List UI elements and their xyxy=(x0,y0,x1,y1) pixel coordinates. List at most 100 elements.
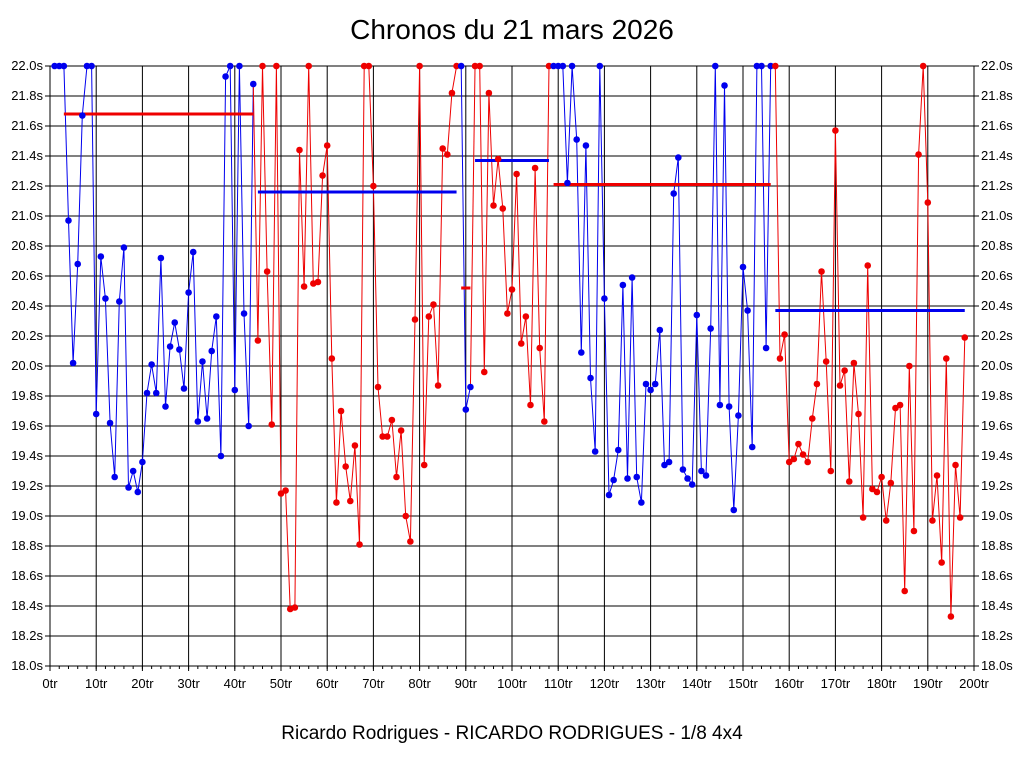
data-point xyxy=(462,406,470,413)
data-point xyxy=(822,358,830,365)
data-point xyxy=(402,512,410,520)
y-tick-label-right: 20.2s xyxy=(981,328,1013,343)
data-point xyxy=(213,313,220,320)
y-tick-label-left: 19.6s xyxy=(11,418,43,433)
data-point xyxy=(707,325,714,332)
data-point xyxy=(679,466,687,473)
data-point xyxy=(323,142,331,149)
data-point xyxy=(314,278,322,286)
data-point xyxy=(901,587,908,595)
chart-title: Chronos du 21 mars 2026 xyxy=(350,14,674,45)
x-tick-label: 160tr xyxy=(774,676,804,691)
data-point xyxy=(434,382,442,389)
data-point xyxy=(596,62,604,70)
data-point xyxy=(92,410,100,418)
data-point xyxy=(781,331,788,338)
data-point xyxy=(268,421,276,428)
data-point xyxy=(430,301,437,308)
data-point xyxy=(739,263,747,271)
data-point xyxy=(83,62,91,70)
data-point xyxy=(374,383,382,391)
data-point xyxy=(527,401,534,409)
y-tick-label-left: 20.0s xyxy=(11,358,43,373)
data-point xyxy=(906,362,913,370)
data-point xyxy=(924,199,932,206)
y-tick-label-left: 20.6s xyxy=(11,268,43,283)
y-tick-label-right: 19.8s xyxy=(981,388,1013,403)
y-tick-label-left: 18.0s xyxy=(11,658,43,673)
data-point xyxy=(425,313,433,320)
data-point xyxy=(102,295,109,302)
data-point xyxy=(508,286,516,293)
data-point xyxy=(716,401,724,409)
data-point xyxy=(772,62,779,70)
y-tick-label-right: 18.0s xyxy=(981,658,1013,673)
data-point xyxy=(240,310,248,317)
data-point xyxy=(809,415,816,422)
x-tick-label: 50tr xyxy=(270,676,293,691)
y-tick-label-left: 18.6s xyxy=(11,568,43,583)
data-point xyxy=(850,359,858,367)
y-tick-label-right: 21.2s xyxy=(981,178,1013,193)
data-point xyxy=(263,268,271,275)
data-point xyxy=(480,368,488,376)
tick-labels: 18.0s 18.0s 18.2s 18.2s 18.4s 18.4s 18.6s 18.6s… xyxy=(11,58,1013,691)
data-point xyxy=(370,182,377,190)
data-point xyxy=(841,367,848,374)
data-point xyxy=(467,383,474,391)
data-point xyxy=(448,89,456,97)
y-tick-label-right: 18.2s xyxy=(981,628,1013,643)
data-point xyxy=(379,433,386,440)
data-point xyxy=(735,412,742,419)
data-point xyxy=(744,307,751,314)
data-point xyxy=(411,316,419,323)
data-point xyxy=(111,473,118,481)
data-point xyxy=(291,604,299,611)
y-tick-label-left: 18.2s xyxy=(11,628,43,643)
data-point xyxy=(721,82,728,89)
data-point xyxy=(633,473,641,481)
data-point xyxy=(79,112,86,119)
data-point xyxy=(300,283,308,290)
data-point xyxy=(804,458,811,466)
data-point xyxy=(550,62,557,70)
y-tick-label-right: 18.4s xyxy=(981,598,1013,613)
data-point xyxy=(189,248,197,256)
data-point xyxy=(656,326,664,334)
y-tick-label-right: 19.4s xyxy=(981,448,1013,463)
data-point xyxy=(601,295,608,302)
data-point xyxy=(55,62,63,70)
data-point xyxy=(670,190,677,197)
data-point xyxy=(725,403,733,410)
data-point xyxy=(249,80,257,88)
x-tick-label: 100tr xyxy=(497,676,527,691)
data-point xyxy=(665,458,673,466)
y-tick-label-right: 22.0s xyxy=(981,58,1013,73)
data-point xyxy=(956,514,964,521)
data-point xyxy=(416,62,423,70)
x-tick-label: 10tr xyxy=(85,676,108,691)
y-tick-label-right: 20.4s xyxy=(981,298,1013,313)
data-point xyxy=(176,346,183,353)
data-point xyxy=(356,541,363,548)
data-point xyxy=(836,382,844,389)
data-point xyxy=(568,62,576,70)
y-tick-label-right: 20.0s xyxy=(981,358,1013,373)
data-point xyxy=(208,347,215,355)
y-tick-label-left: 21.0s xyxy=(11,208,43,223)
data-point xyxy=(942,355,950,362)
data-point xyxy=(217,452,225,460)
data-point xyxy=(485,89,493,97)
data-point xyxy=(624,475,631,482)
data-point xyxy=(222,73,229,80)
data-point xyxy=(393,473,400,481)
data-point xyxy=(88,62,95,70)
data-point xyxy=(762,344,770,352)
data-point xyxy=(910,527,918,535)
data-point xyxy=(129,467,137,475)
data-point xyxy=(961,334,969,341)
y-tick-label-left: 20.2s xyxy=(11,328,43,343)
data-point xyxy=(578,349,585,356)
y-tick-label-right: 21.4s xyxy=(981,148,1013,163)
